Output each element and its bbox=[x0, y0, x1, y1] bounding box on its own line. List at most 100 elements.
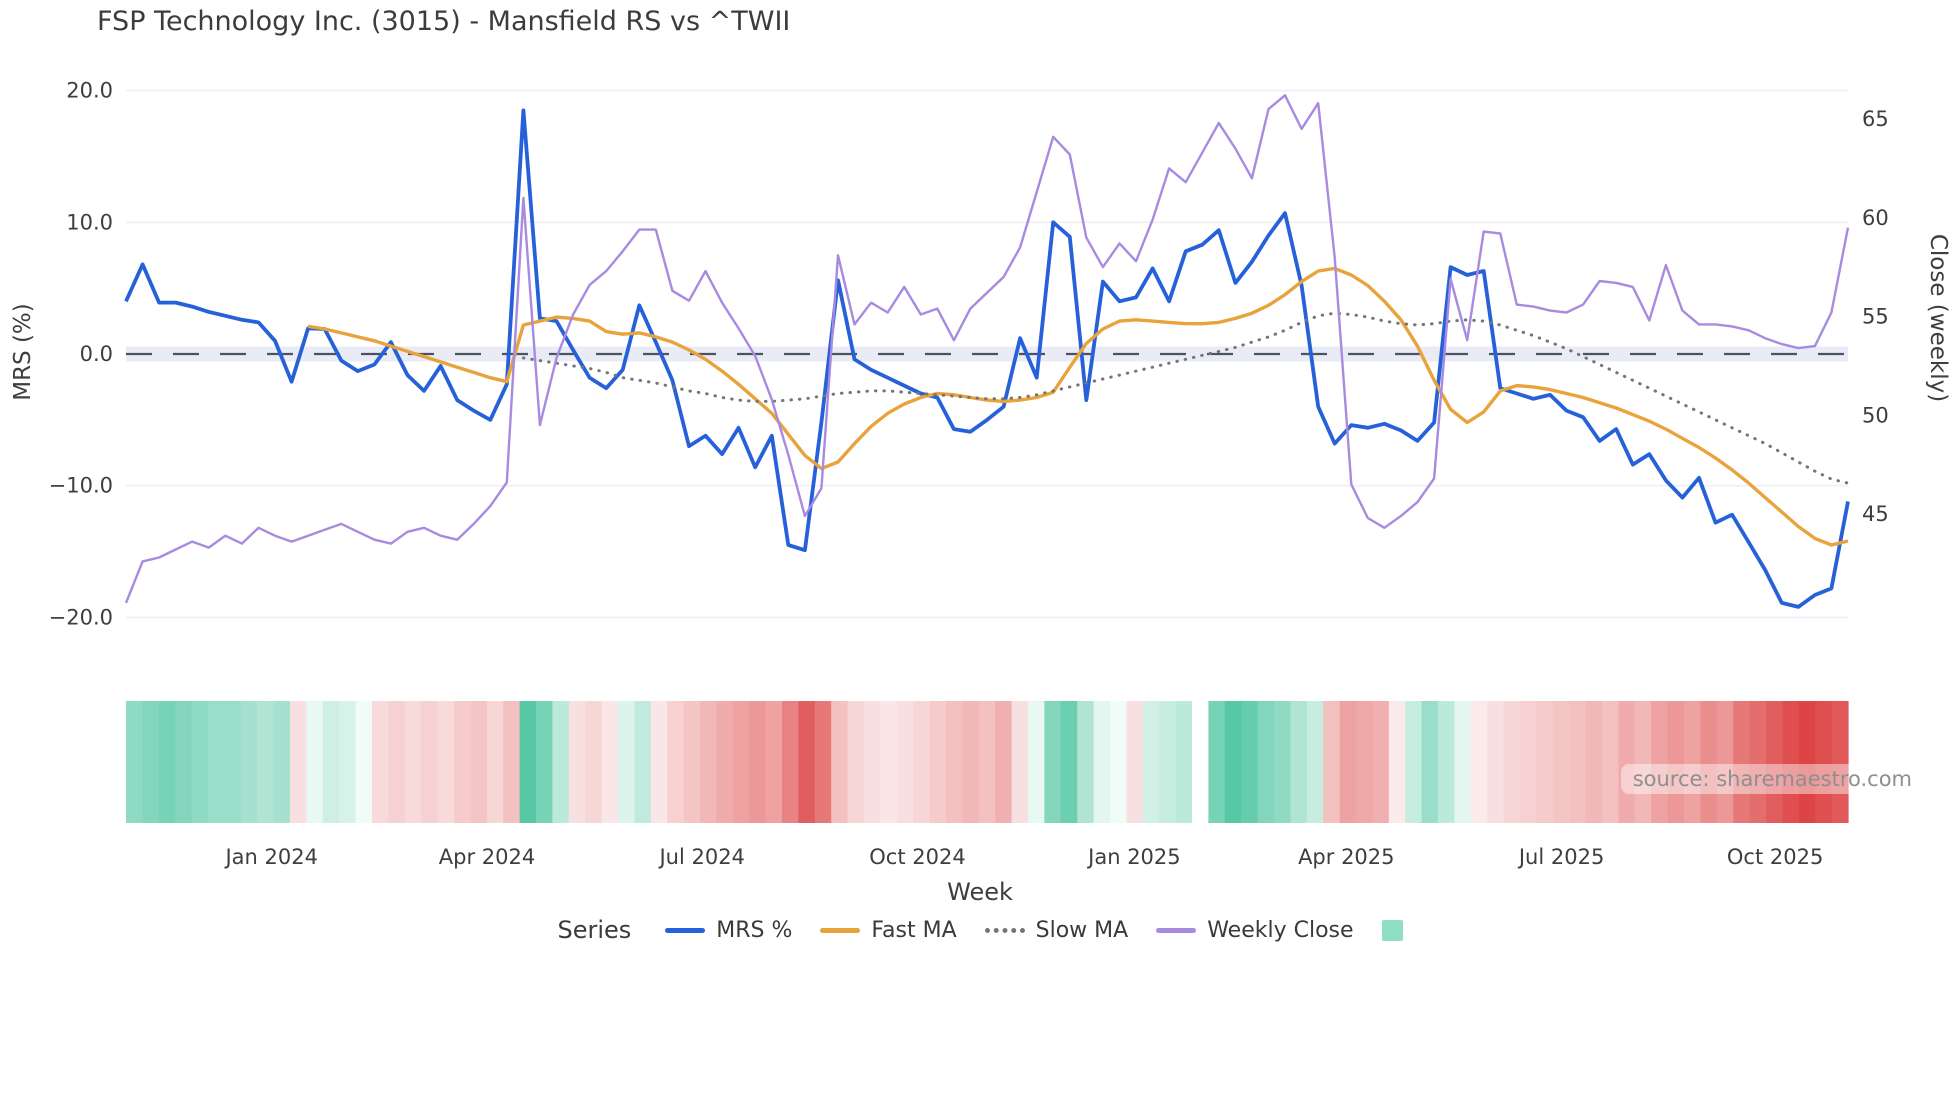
x-axis-tick-label: Oct 2024 bbox=[869, 845, 965, 869]
heatmap-cell bbox=[1716, 701, 1734, 823]
heatmap-cell bbox=[1651, 701, 1669, 823]
x-axis-tick-label: Jan 2025 bbox=[1086, 845, 1181, 869]
heatmap-cell bbox=[1667, 701, 1685, 823]
legend-item-mrs: MRS % bbox=[665, 918, 792, 943]
x-axis-tick-label: Apr 2025 bbox=[1298, 845, 1394, 869]
heatmap-cell bbox=[1421, 701, 1439, 823]
heatmap-cell bbox=[536, 701, 553, 823]
fast-ma-line bbox=[307, 266, 1849, 547]
heatmap-cell bbox=[1634, 701, 1652, 823]
heatmap-cell bbox=[142, 701, 160, 823]
line-swatch-icon bbox=[1156, 927, 1197, 933]
heatmap-cell bbox=[1159, 701, 1177, 823]
heatmap-cell bbox=[946, 701, 963, 823]
heatmap-cell bbox=[1684, 701, 1701, 823]
heatmap-cell bbox=[1438, 701, 1455, 823]
heatmap-cell bbox=[913, 701, 931, 823]
x-axis-title: Week bbox=[947, 878, 1013, 906]
heatmap-cell bbox=[1749, 701, 1767, 823]
weekly-close-line bbox=[124, 94, 1850, 604]
heatmap-cell bbox=[290, 701, 307, 823]
heatmap-cell bbox=[847, 701, 865, 823]
heatmap-cell bbox=[1487, 701, 1505, 823]
right-axis-tick-label: 45 bbox=[1862, 502, 1889, 526]
heatmap-cell bbox=[1700, 701, 1718, 823]
heatmap-cell bbox=[388, 701, 406, 823]
heatmap-cell bbox=[454, 701, 471, 823]
right-axis-tick-label: 65 bbox=[1862, 107, 1889, 131]
heatmap-cell bbox=[1503, 701, 1521, 823]
heatmap-cell bbox=[339, 701, 357, 823]
legend-item-heatmap-swatch bbox=[1381, 919, 1403, 941]
heatmap-cell bbox=[175, 701, 193, 823]
heatmap-cell bbox=[650, 701, 668, 823]
heatmap-cell bbox=[1224, 701, 1242, 823]
heatmap-cell bbox=[1175, 701, 1193, 823]
heatmap-cell bbox=[667, 701, 685, 823]
heatmap-cell bbox=[929, 701, 947, 823]
heatmap-cell bbox=[1569, 701, 1587, 823]
right-axis-tick-label: 60 bbox=[1862, 206, 1889, 230]
heatmap-cell bbox=[782, 701, 799, 823]
heatmap-cell bbox=[240, 701, 258, 823]
legend-title: Series bbox=[557, 916, 632, 944]
slow-ma-line bbox=[521, 311, 1850, 485]
mrs-line bbox=[124, 108, 1850, 609]
right-axis-tick-label: 50 bbox=[1862, 403, 1889, 427]
heatmap-cell bbox=[568, 701, 586, 823]
heatmap-cell bbox=[1306, 701, 1324, 823]
heatmap-cell bbox=[1831, 701, 1849, 823]
heatmap-cell bbox=[158, 701, 176, 823]
heatmap-cell bbox=[1470, 701, 1488, 823]
left-axis-tick-label: 20.0 bbox=[66, 79, 113, 103]
heatmap-cell bbox=[1077, 701, 1095, 823]
legend-item-fast-ma: Fast MA bbox=[820, 918, 957, 943]
x-axis-tick-label: Apr 2024 bbox=[439, 845, 535, 869]
heatmap-cell bbox=[1815, 701, 1833, 823]
heatmap-cell bbox=[864, 701, 881, 823]
heatmap-cell bbox=[1011, 701, 1029, 823]
heatmap-cell bbox=[1323, 701, 1341, 823]
heatmap-cell bbox=[962, 701, 980, 823]
heatmap-cell bbox=[421, 701, 439, 823]
heatmap-cell bbox=[1618, 701, 1636, 823]
heatmap-cell bbox=[257, 701, 275, 823]
legend: Series MRS % Fast MA Slow MA Weekly Close bbox=[0, 916, 1960, 944]
heatmap-cell bbox=[372, 701, 389, 823]
left-axis-tick-label: −10.0 bbox=[49, 474, 113, 498]
heatmap-cell bbox=[224, 701, 242, 823]
heatmap-cell bbox=[437, 701, 455, 823]
heatmap-cell bbox=[601, 701, 619, 823]
heatmap-cell bbox=[404, 701, 422, 823]
heatmap-cell bbox=[1028, 701, 1045, 823]
heatmap-cell bbox=[126, 701, 143, 823]
heatmap-cell bbox=[519, 701, 537, 823]
heatmap-cell bbox=[1733, 701, 1751, 823]
heatmap-cell bbox=[1290, 701, 1308, 823]
page-title: FSP Technology Inc. (3015) - Mansfield R… bbox=[97, 6, 791, 37]
heatmap-cell bbox=[470, 701, 488, 823]
heatmap-swatch-icon bbox=[1381, 919, 1403, 941]
heatmap-cell bbox=[486, 701, 504, 823]
heatmap-cell bbox=[322, 701, 340, 823]
heatmap-cell bbox=[1241, 701, 1259, 823]
x-axis-tick-label: Jul 2024 bbox=[657, 845, 744, 869]
heatmap-cell bbox=[1044, 701, 1062, 823]
heatmap-cell bbox=[618, 701, 635, 823]
heatmap-cell bbox=[306, 701, 324, 823]
heatmap-cell bbox=[191, 701, 209, 823]
heatmap-cell bbox=[585, 701, 603, 823]
heatmap-cell bbox=[1060, 701, 1078, 823]
heatmap-cell bbox=[765, 701, 783, 823]
heatmap-cell bbox=[1454, 701, 1472, 823]
heatmap-cell bbox=[503, 701, 521, 823]
legend-item-label: Weekly Close bbox=[1207, 917, 1354, 943]
legend-item-label: Slow MA bbox=[1035, 917, 1129, 943]
heatmap-cell bbox=[1536, 701, 1554, 823]
heatmap-cell bbox=[208, 701, 225, 823]
heatmap-cell bbox=[1552, 701, 1570, 823]
heatmap-cell bbox=[1585, 701, 1603, 823]
heatmap-cell bbox=[1405, 701, 1423, 823]
heatmap-cell bbox=[1110, 701, 1127, 823]
